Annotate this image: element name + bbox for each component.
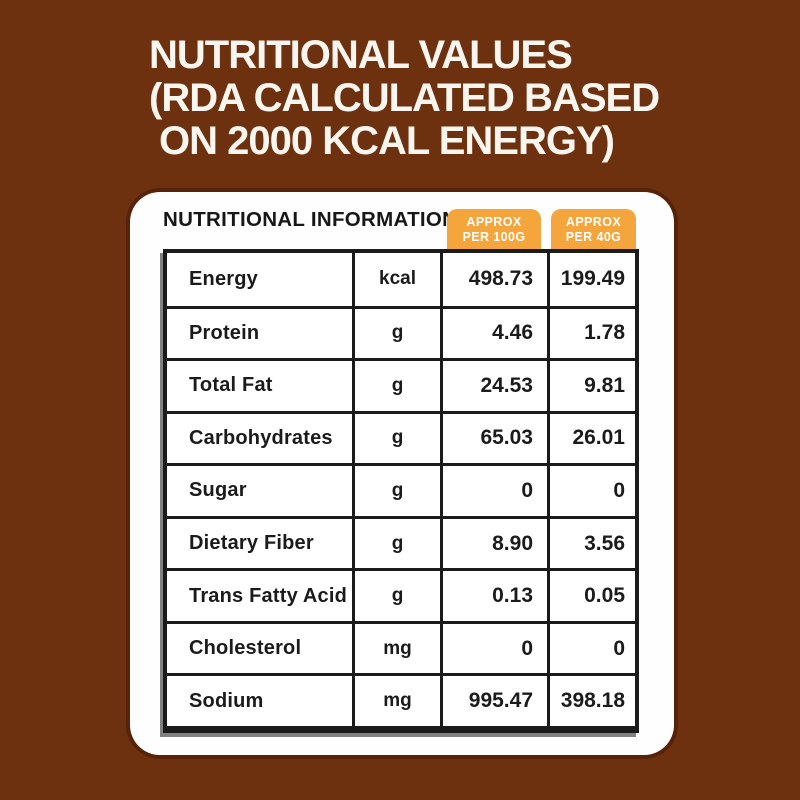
page-title-line-2: (RDA CALCULATED BASED bbox=[149, 76, 660, 120]
unit-cell: g bbox=[352, 518, 440, 569]
nutrition-card: NUTRITIONAL INFORMATION APPROX PER 100G … bbox=[130, 192, 674, 755]
table-row: Trans Fatty Acid g 0.13 0.05 bbox=[167, 568, 635, 621]
badge-per-40g-line-1: APPROX bbox=[565, 215, 622, 229]
per-100g-value-cell: 65.03 bbox=[440, 413, 547, 464]
page-title-line-1: NUTRITIONAL VALUES bbox=[149, 33, 573, 77]
nutrient-name-cell: Energy bbox=[189, 267, 259, 290]
table-title: NUTRITIONAL INFORMATION bbox=[163, 208, 458, 231]
per-40g-value-cell: 0 bbox=[547, 623, 635, 674]
per-100g-value-cell: 498.73 bbox=[440, 253, 547, 306]
per-40g-value-cell: 0 bbox=[547, 466, 635, 516]
per-40g-value-cell: 0.05 bbox=[547, 571, 635, 621]
unit-cell: kcal bbox=[352, 253, 440, 306]
table-row: Total Fat g 24.53 9.81 bbox=[167, 358, 635, 411]
table-row: Sugar g 0 0 bbox=[167, 463, 635, 516]
nutrient-name-cell: Protein bbox=[189, 321, 260, 344]
unit-cell: g bbox=[352, 308, 440, 359]
per-40g-value-cell: 9.81 bbox=[547, 361, 635, 411]
badge-per-100g-line-2: PER 100G bbox=[462, 230, 526, 244]
per-40g-value-cell: 199.49 bbox=[547, 253, 635, 306]
badge-per-100g-line-1: APPROX bbox=[466, 215, 522, 229]
unit-cell: g bbox=[352, 571, 440, 621]
unit-cell: g bbox=[352, 361, 440, 411]
per-40g-value-cell: 1.78 bbox=[547, 308, 635, 359]
unit-cell: mg bbox=[352, 623, 440, 674]
per-100g-value-cell: 0 bbox=[440, 623, 547, 674]
per-100g-value-cell: 995.47 bbox=[440, 676, 547, 726]
per-100g-value-cell: 24.53 bbox=[440, 361, 547, 411]
unit-cell: g bbox=[352, 413, 440, 464]
page-title: NUTRITIONAL VALUES (RDA CALCULATED BASED… bbox=[149, 33, 660, 163]
nutrition-table: Energy kcal 498.73 199.49 Protein g 4.46… bbox=[163, 249, 639, 733]
table-row: Sodium mg 995.47 398.18 bbox=[167, 673, 635, 726]
unit-cell: g bbox=[352, 466, 440, 516]
page-title-line-3: ON 2000 KCAL ENERGY) bbox=[159, 119, 615, 163]
table-row: Cholesterol mg 0 0 bbox=[167, 620, 635, 674]
per-100g-value-cell: 8.90 bbox=[440, 518, 547, 569]
nutrient-name-cell: Total Fat bbox=[189, 374, 273, 397]
per-100g-value-cell: 4.46 bbox=[440, 308, 547, 359]
per-40g-value-cell: 3.56 bbox=[547, 518, 635, 569]
nutrient-name-cell: Dietary Fiber bbox=[189, 532, 314, 555]
per-40g-value-cell: 26.01 bbox=[547, 413, 635, 464]
nutrient-name-cell: Carbohydrates bbox=[189, 426, 333, 449]
badge-per-40g-line-2: PER 40G bbox=[565, 230, 622, 244]
column-badge-per-40g: APPROX PER 40G bbox=[551, 209, 636, 249]
per-40g-value-cell: 398.18 bbox=[547, 676, 635, 726]
table-row: Dietary Fiber g 8.90 3.56 bbox=[167, 515, 635, 569]
unit-cell: mg bbox=[352, 676, 440, 726]
table-row: Carbohydrates g 65.03 26.01 bbox=[167, 410, 635, 464]
nutrient-name-cell: Cholesterol bbox=[189, 637, 302, 660]
column-badge-per-100g: APPROX PER 100G bbox=[447, 209, 541, 249]
nutrient-name-cell: Trans Fatty Acid bbox=[189, 584, 348, 607]
nutrient-name-cell: Sugar bbox=[189, 479, 247, 502]
table-row: Energy kcal 498.73 199.49 bbox=[167, 253, 635, 306]
table-row: Protein g 4.46 1.78 bbox=[167, 305, 635, 359]
per-100g-value-cell: 0 bbox=[440, 466, 547, 516]
per-100g-value-cell: 0.13 bbox=[440, 571, 547, 621]
nutrient-name-cell: Sodium bbox=[189, 689, 264, 712]
